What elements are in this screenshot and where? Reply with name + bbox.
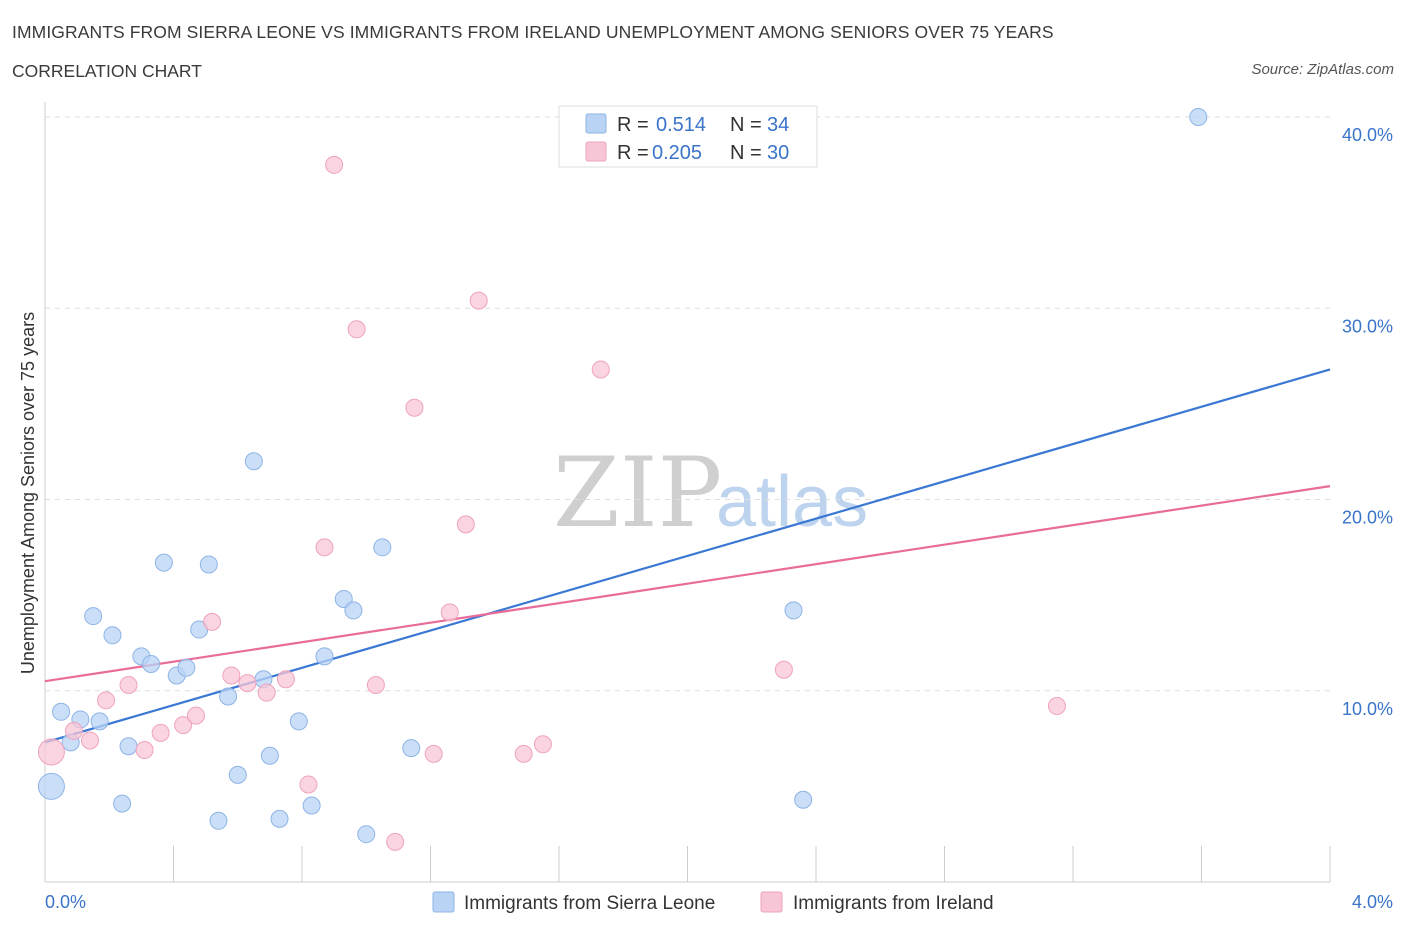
- point-ireland: [203, 612, 222, 631]
- point-sierra-leone: [260, 746, 279, 765]
- point-ireland: [64, 721, 83, 740]
- point-sierra-leone: [1189, 108, 1208, 126]
- point-ireland: [469, 291, 488, 310]
- point-ireland: [257, 683, 276, 702]
- watermark-atlas: atlas: [716, 462, 868, 542]
- watermark-zip: ZIP: [553, 437, 722, 549]
- point-sierra-leone: [344, 601, 363, 620]
- point-sierra-leone: [228, 765, 247, 784]
- y-tick-label: 10.0%: [1342, 699, 1393, 719]
- point-sierra-leone: [784, 601, 803, 620]
- point-ireland: [238, 674, 257, 693]
- legend-n-label-1: N =: [730, 114, 762, 136]
- bottom-legend-swatch-sierra-leone: [432, 891, 455, 913]
- legend-n-value-1: 34: [767, 114, 789, 136]
- trend-line-sierra-leone: [44, 368, 1331, 744]
- point-ireland: [325, 155, 344, 174]
- tick-labels: 10.0% 20.0% 30.0% 40.0% 0.0% 4.0%: [45, 125, 1393, 912]
- point-ireland: [405, 398, 424, 417]
- point-ireland: [97, 691, 116, 710]
- point-ireland: [1047, 697, 1066, 716]
- stats-legend: R = 0.514 N = 34 R = 0.205 N = 30: [558, 105, 818, 168]
- legend-r-value-1: 0.514: [656, 114, 706, 136]
- point-sierra-leone: [52, 702, 71, 721]
- point-sierra-leone: [37, 772, 65, 800]
- bottom-legend-swatch-ireland: [760, 891, 783, 913]
- bottom-legend-label-sierra-leone[interactable]: Immigrants from Sierra Leone: [464, 893, 715, 914]
- point-ireland: [774, 660, 793, 679]
- point-sierra-leone: [113, 794, 132, 813]
- point-sierra-leone: [289, 712, 308, 731]
- point-sierra-leone: [103, 626, 122, 645]
- point-sierra-leone: [315, 647, 334, 666]
- point-sierra-leone: [794, 790, 813, 809]
- legend-n-label-2: N =: [730, 142, 762, 164]
- series-legend: Immigrants from Sierra Leone Immigrants …: [432, 891, 994, 914]
- x-tick-label: 4.0%: [1352, 892, 1393, 912]
- point-ireland: [591, 360, 610, 379]
- point-sierra-leone: [84, 607, 103, 626]
- point-sierra-leone: [177, 658, 196, 677]
- point-sierra-leone: [373, 538, 392, 557]
- legend-r-label-2: R =: [617, 142, 649, 164]
- bottom-legend-label-ireland[interactable]: Immigrants from Ireland: [793, 893, 994, 914]
- point-sierra-leone: [209, 811, 228, 830]
- point-sierra-leone: [334, 589, 353, 608]
- point-ireland: [222, 666, 241, 685]
- point-ireland: [440, 603, 459, 622]
- point-sierra-leone: [142, 654, 161, 673]
- point-ireland: [424, 744, 443, 763]
- point-ireland: [119, 676, 138, 695]
- point-ireland: [174, 716, 193, 735]
- point-ireland: [151, 723, 170, 742]
- point-sierra-leone: [302, 796, 321, 815]
- point-ireland: [80, 731, 99, 750]
- point-ireland: [315, 538, 334, 557]
- grid-lines: [45, 116, 1330, 692]
- legend-r-label-1: R =: [617, 114, 649, 136]
- point-sierra-leone: [402, 739, 421, 758]
- point-ireland: [186, 706, 205, 725]
- point-sierra-leone: [154, 553, 173, 572]
- point-ireland: [456, 515, 475, 534]
- point-sierra-leone: [119, 737, 138, 756]
- data-points: [37, 108, 1208, 851]
- legend-swatch-ireland: [585, 141, 607, 162]
- point-ireland: [514, 744, 533, 763]
- point-sierra-leone: [90, 712, 109, 731]
- chart-subtitle: CORRELATION CHART: [12, 61, 202, 81]
- point-sierra-leone: [357, 825, 376, 844]
- point-ireland: [135, 741, 154, 760]
- legend-swatch-sierra-leone: [585, 113, 607, 134]
- x-tick-label: 0.0%: [45, 892, 86, 912]
- trend-lines: [44, 368, 1331, 744]
- point-sierra-leone: [244, 452, 263, 471]
- legend-r-value-2: 0.205: [652, 142, 702, 164]
- y-axis-label: Unemployment Among Seniors over 75 years: [18, 312, 38, 674]
- point-ireland: [276, 670, 295, 689]
- source-label[interactable]: Source: ZipAtlas.com: [1251, 61, 1394, 78]
- chart-title: IMMIGRANTS FROM SIERRA LEONE VS IMMIGRAN…: [12, 22, 1054, 42]
- y-tick-label: 30.0%: [1342, 316, 1393, 336]
- trend-line-ireland: [44, 485, 1331, 683]
- point-ireland: [386, 832, 405, 851]
- y-tick-label: 40.0%: [1342, 125, 1393, 145]
- legend-n-value-2: 30: [767, 142, 789, 164]
- y-tick-label: 20.0%: [1342, 508, 1393, 528]
- point-sierra-leone: [219, 687, 238, 706]
- point-ireland: [347, 320, 366, 339]
- point-ireland: [366, 676, 385, 695]
- point-ireland: [299, 775, 318, 794]
- point-ireland: [37, 738, 65, 766]
- point-sierra-leone: [199, 555, 218, 574]
- point-sierra-leone: [270, 809, 289, 828]
- point-ireland: [533, 735, 552, 754]
